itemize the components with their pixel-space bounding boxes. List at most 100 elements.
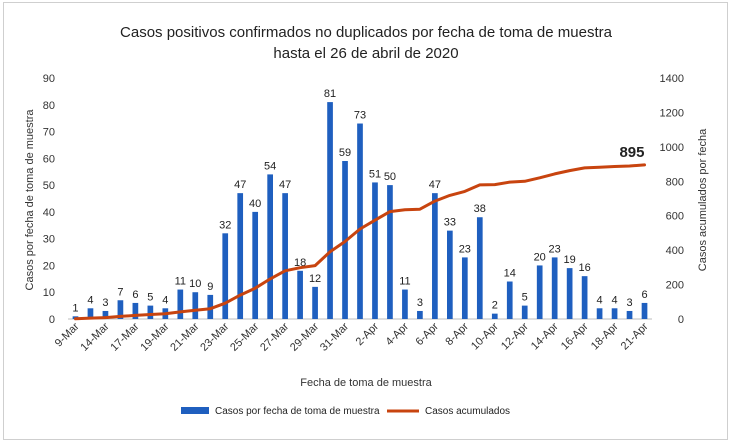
bar-value-label: 47 xyxy=(429,179,441,191)
y-tick-label: 90 xyxy=(43,73,55,85)
bar xyxy=(147,305,154,319)
x-tick-label: 14-Apr xyxy=(529,320,561,352)
bar xyxy=(252,211,259,319)
bar-value-label: 23 xyxy=(459,243,471,255)
bar xyxy=(521,305,528,319)
bar-value-label: 3 xyxy=(417,297,423,309)
bar-value-label: 4 xyxy=(612,294,618,306)
bar-value-label: 40 xyxy=(249,198,261,210)
y2-tick-label: 0 xyxy=(678,314,684,326)
bar-value-label: 6 xyxy=(641,289,647,301)
bar xyxy=(536,265,543,319)
legend-label-bars: Casos por fecha de toma de muestra xyxy=(215,406,380,417)
bar xyxy=(192,292,199,319)
x-tick-label: 6-Apr xyxy=(413,320,441,348)
y-tick-label: 70 xyxy=(43,127,55,139)
y2-tick-label: 600 xyxy=(666,211,684,223)
bar xyxy=(132,302,139,319)
y2-tick-label: 200 xyxy=(666,280,684,292)
y2-tick-label: 800 xyxy=(666,176,684,188)
y-tick-label: 80 xyxy=(43,100,55,112)
y-tick-label: 40 xyxy=(43,207,55,219)
bar-value-label: 12 xyxy=(309,273,321,285)
y2-tick-label: 1200 xyxy=(660,107,684,119)
y-axis-label: Casos por fecha de toma de muestra xyxy=(24,109,36,291)
bar-value-label: 10 xyxy=(189,278,201,290)
x-tick-label: 21-Mar xyxy=(168,320,201,353)
bar xyxy=(596,308,603,319)
bar-value-label: 81 xyxy=(324,88,336,100)
bar xyxy=(117,300,124,319)
bar-value-label: 5 xyxy=(522,292,528,304)
bar-value-label: 38 xyxy=(474,203,486,215)
bar-value-label: 33 xyxy=(444,217,456,229)
bar xyxy=(626,310,633,319)
bar-value-label: 5 xyxy=(147,292,153,304)
bar-value-label: 7 xyxy=(117,286,123,298)
bar-value-label: 3 xyxy=(102,297,108,309)
bar xyxy=(357,123,363,320)
bar xyxy=(312,286,318,319)
bar xyxy=(417,310,423,319)
bar-value-label: 54 xyxy=(264,160,276,172)
bar xyxy=(506,281,513,319)
bar xyxy=(432,193,438,319)
x-tick-label: 31-Mar xyxy=(318,320,351,353)
plot-area: 0 10 20 30 40 50 60 70 80 90 0 200 400 600 800 1000 1200… xyxy=(43,73,684,354)
x-tick-label: 12-Apr xyxy=(499,320,531,352)
bar-value-label: 32 xyxy=(219,219,231,231)
bar xyxy=(402,289,408,319)
bar-value-label: 51 xyxy=(369,168,381,180)
x-tick-label: 16-Apr xyxy=(559,320,591,352)
bar-value-label: 14 xyxy=(504,268,516,280)
bar xyxy=(102,310,109,319)
bar-value-label: 3 xyxy=(626,297,632,309)
bar-value-label: 9 xyxy=(207,281,213,293)
y-tick-label: 0 xyxy=(49,314,55,326)
x-tick-label: 17-Mar xyxy=(108,320,141,353)
x-axis-label: Fecha de toma de muestra xyxy=(300,377,432,389)
bar xyxy=(87,308,94,319)
bar xyxy=(491,313,498,319)
cumulative-line xyxy=(74,163,646,321)
bar xyxy=(551,257,558,319)
y-tick-label: 10 xyxy=(43,287,55,299)
bar xyxy=(177,289,184,319)
bar-value-label: 2 xyxy=(492,300,498,312)
legend-label-line: Casos acumulados xyxy=(425,406,510,417)
chart-subtitle: hasta el 26 de abril de 2020 xyxy=(273,45,458,62)
y-tick-label: 60 xyxy=(43,153,55,165)
bar xyxy=(447,230,453,319)
cumulative-final-label: 895 xyxy=(619,144,644,161)
bar-value-label: 4 xyxy=(597,294,603,306)
x-tick-label: 25-Mar xyxy=(228,320,261,353)
bar xyxy=(282,193,288,319)
bar xyxy=(641,302,648,319)
y-tick-label: 50 xyxy=(43,180,55,192)
bar-value-label: 20 xyxy=(534,251,546,263)
x-tick-label: 2-Apr xyxy=(354,320,382,348)
y-tick-label: 30 xyxy=(43,234,55,246)
bar-value-label: 50 xyxy=(384,171,396,183)
bar-value-label: 47 xyxy=(234,179,246,191)
bar-value-label: 6 xyxy=(132,289,138,301)
x-tick-label: 18-Apr xyxy=(589,320,621,352)
x-tick-label: 19-Mar xyxy=(138,320,171,353)
bar-value-label: 59 xyxy=(339,147,351,159)
y2-axis-label: Casos acumulados por fecha xyxy=(697,128,709,271)
x-tick-label: 10-Apr xyxy=(469,320,501,352)
bar-value-label: 19 xyxy=(564,254,576,266)
x-tick-label: 29-Mar xyxy=(288,320,321,353)
bar xyxy=(611,308,618,319)
bar xyxy=(476,217,483,319)
chart-title: Casos positivos confirmados no duplicado… xyxy=(120,24,613,41)
bar-value-label: 11 xyxy=(175,276,186,288)
x-tick-label: 14-Mar xyxy=(78,320,111,353)
bar-value-label: 47 xyxy=(279,179,291,191)
bar xyxy=(461,257,468,319)
legend-swatch-bars xyxy=(181,407,209,414)
bar xyxy=(327,102,333,319)
x-tick-label: 21-Apr xyxy=(619,320,651,352)
bar-value-label: 1 xyxy=(72,302,78,314)
